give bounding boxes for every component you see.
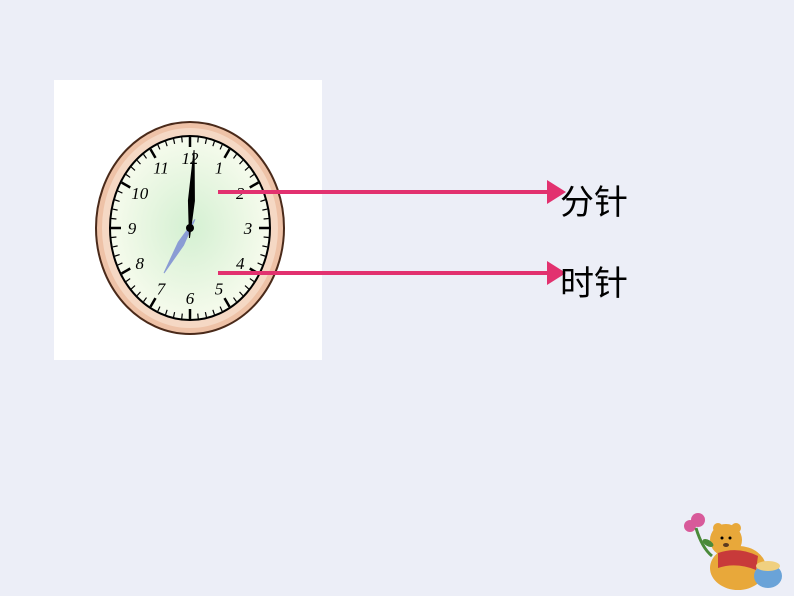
hour-arrow [218,271,547,275]
pooh-bear-icon [678,498,788,594]
svg-text:5: 5 [215,280,224,299]
svg-text:8: 8 [136,254,145,273]
clock: 121234567891011 [84,110,296,346]
svg-text:12: 12 [182,149,200,168]
minute-hand-label: 分针 [560,175,628,224]
svg-text:1: 1 [215,158,224,177]
svg-text:3: 3 [243,219,253,238]
svg-text:11: 11 [153,158,169,177]
hour-hand-label: 时针 [560,256,628,305]
svg-text:9: 9 [128,219,137,238]
minute-arrow [218,190,547,194]
svg-text:10: 10 [131,184,149,203]
svg-text:6: 6 [186,289,195,308]
